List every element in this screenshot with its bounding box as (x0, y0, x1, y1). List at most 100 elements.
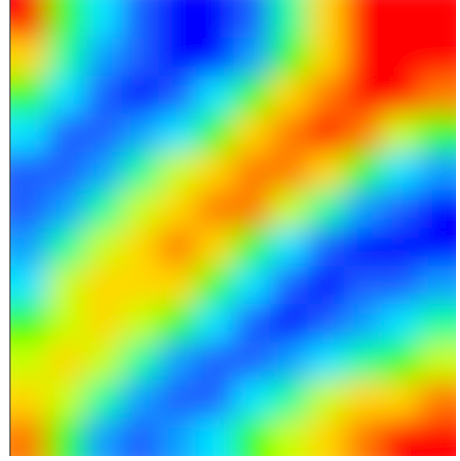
contour-cell (47, 228, 86, 267)
contour-cell (344, 190, 383, 229)
contour-cell (233, 190, 272, 229)
contour-cell (195, 190, 234, 229)
contour-cell (47, 76, 86, 115)
contour-cell (381, 266, 420, 305)
contour-cell (158, 0, 197, 39)
contour-cell (233, 380, 272, 419)
contour-cell (195, 0, 234, 39)
contour-cell (344, 304, 383, 343)
contour-cell (84, 152, 123, 191)
contour-cell (270, 114, 309, 153)
contour-cell (381, 380, 420, 419)
contour-cell (195, 114, 234, 153)
contour-cell (121, 76, 160, 115)
contour-cell (307, 190, 346, 229)
contour-cell (381, 114, 420, 153)
contour-cell (47, 152, 86, 191)
contour-cell (121, 304, 160, 343)
contour-cell (84, 228, 123, 267)
contour-cell (84, 304, 123, 343)
contour-cell (381, 304, 420, 343)
contour-cell (418, 76, 456, 115)
contour-cell (47, 304, 86, 343)
contour-cell (381, 190, 420, 229)
contour-cell (270, 0, 309, 39)
contour-cell (47, 342, 86, 381)
contour-cell (158, 38, 197, 77)
contour-cell (344, 152, 383, 191)
contour-cell (381, 152, 420, 191)
contour-cell (381, 228, 420, 267)
contour-cell (418, 418, 456, 456)
contour-cell (84, 190, 123, 229)
contour-cell (195, 304, 234, 343)
contour-cell (270, 304, 309, 343)
contour-cell (270, 380, 309, 419)
contour-cell (10, 266, 49, 305)
contour-cell (158, 266, 197, 305)
contour-cell (121, 266, 160, 305)
contour-cell (233, 114, 272, 153)
contour-cell (158, 304, 197, 343)
contour-cell (10, 342, 49, 381)
contour-cell (84, 38, 123, 77)
contour-cell (195, 76, 234, 115)
contour-cell (158, 418, 197, 456)
contour-cell (10, 190, 49, 229)
contour-cell (344, 418, 383, 456)
contour-cell (10, 76, 49, 115)
contour-cell (47, 114, 86, 153)
contour-cell (158, 114, 197, 153)
contour-cell (195, 228, 234, 267)
contour-cell (344, 228, 383, 267)
contour-cell (47, 0, 86, 39)
contour-cell (195, 38, 234, 77)
contour-cell (10, 0, 49, 39)
contour-cell (307, 418, 346, 456)
contour-cell (121, 380, 160, 419)
contour-cell (418, 114, 456, 153)
contour-cell (270, 76, 309, 115)
contour-cell (10, 228, 49, 267)
contour-cell (121, 0, 160, 39)
contour-cell (307, 304, 346, 343)
contour-cell (121, 342, 160, 381)
contour-cell (47, 266, 86, 305)
contour-cell (158, 76, 197, 115)
contour-cell (418, 38, 456, 77)
contour-cell (344, 114, 383, 153)
contour-cell (195, 152, 234, 191)
contour-cell (121, 114, 160, 153)
contour-cell (84, 0, 123, 39)
contour-cell (233, 418, 272, 456)
contour-cell (233, 38, 272, 77)
contour-cell (121, 190, 160, 229)
contour-cell (381, 0, 420, 39)
contour-cell (10, 418, 49, 456)
contour-cell (158, 228, 197, 267)
contour-cell (381, 76, 420, 115)
contour-cell (233, 76, 272, 115)
contour-cell (270, 152, 309, 191)
contour-cell (10, 38, 49, 77)
contour-cell (121, 418, 160, 456)
contour-cell (270, 418, 309, 456)
contour-cell (418, 190, 456, 229)
contour-cell (233, 152, 272, 191)
contour-cell (10, 152, 49, 191)
contour-cell (418, 266, 456, 305)
contour-cell (418, 0, 456, 39)
contour-cell (418, 304, 456, 343)
contour-cell (84, 114, 123, 153)
contour-cell (84, 76, 123, 115)
contour-cell (158, 342, 197, 381)
contour-cell (121, 228, 160, 267)
contour-cell (307, 152, 346, 191)
contour-cell (158, 190, 197, 229)
contour-cell (307, 76, 346, 115)
contour-cell (84, 266, 123, 305)
contour-cell (307, 380, 346, 419)
